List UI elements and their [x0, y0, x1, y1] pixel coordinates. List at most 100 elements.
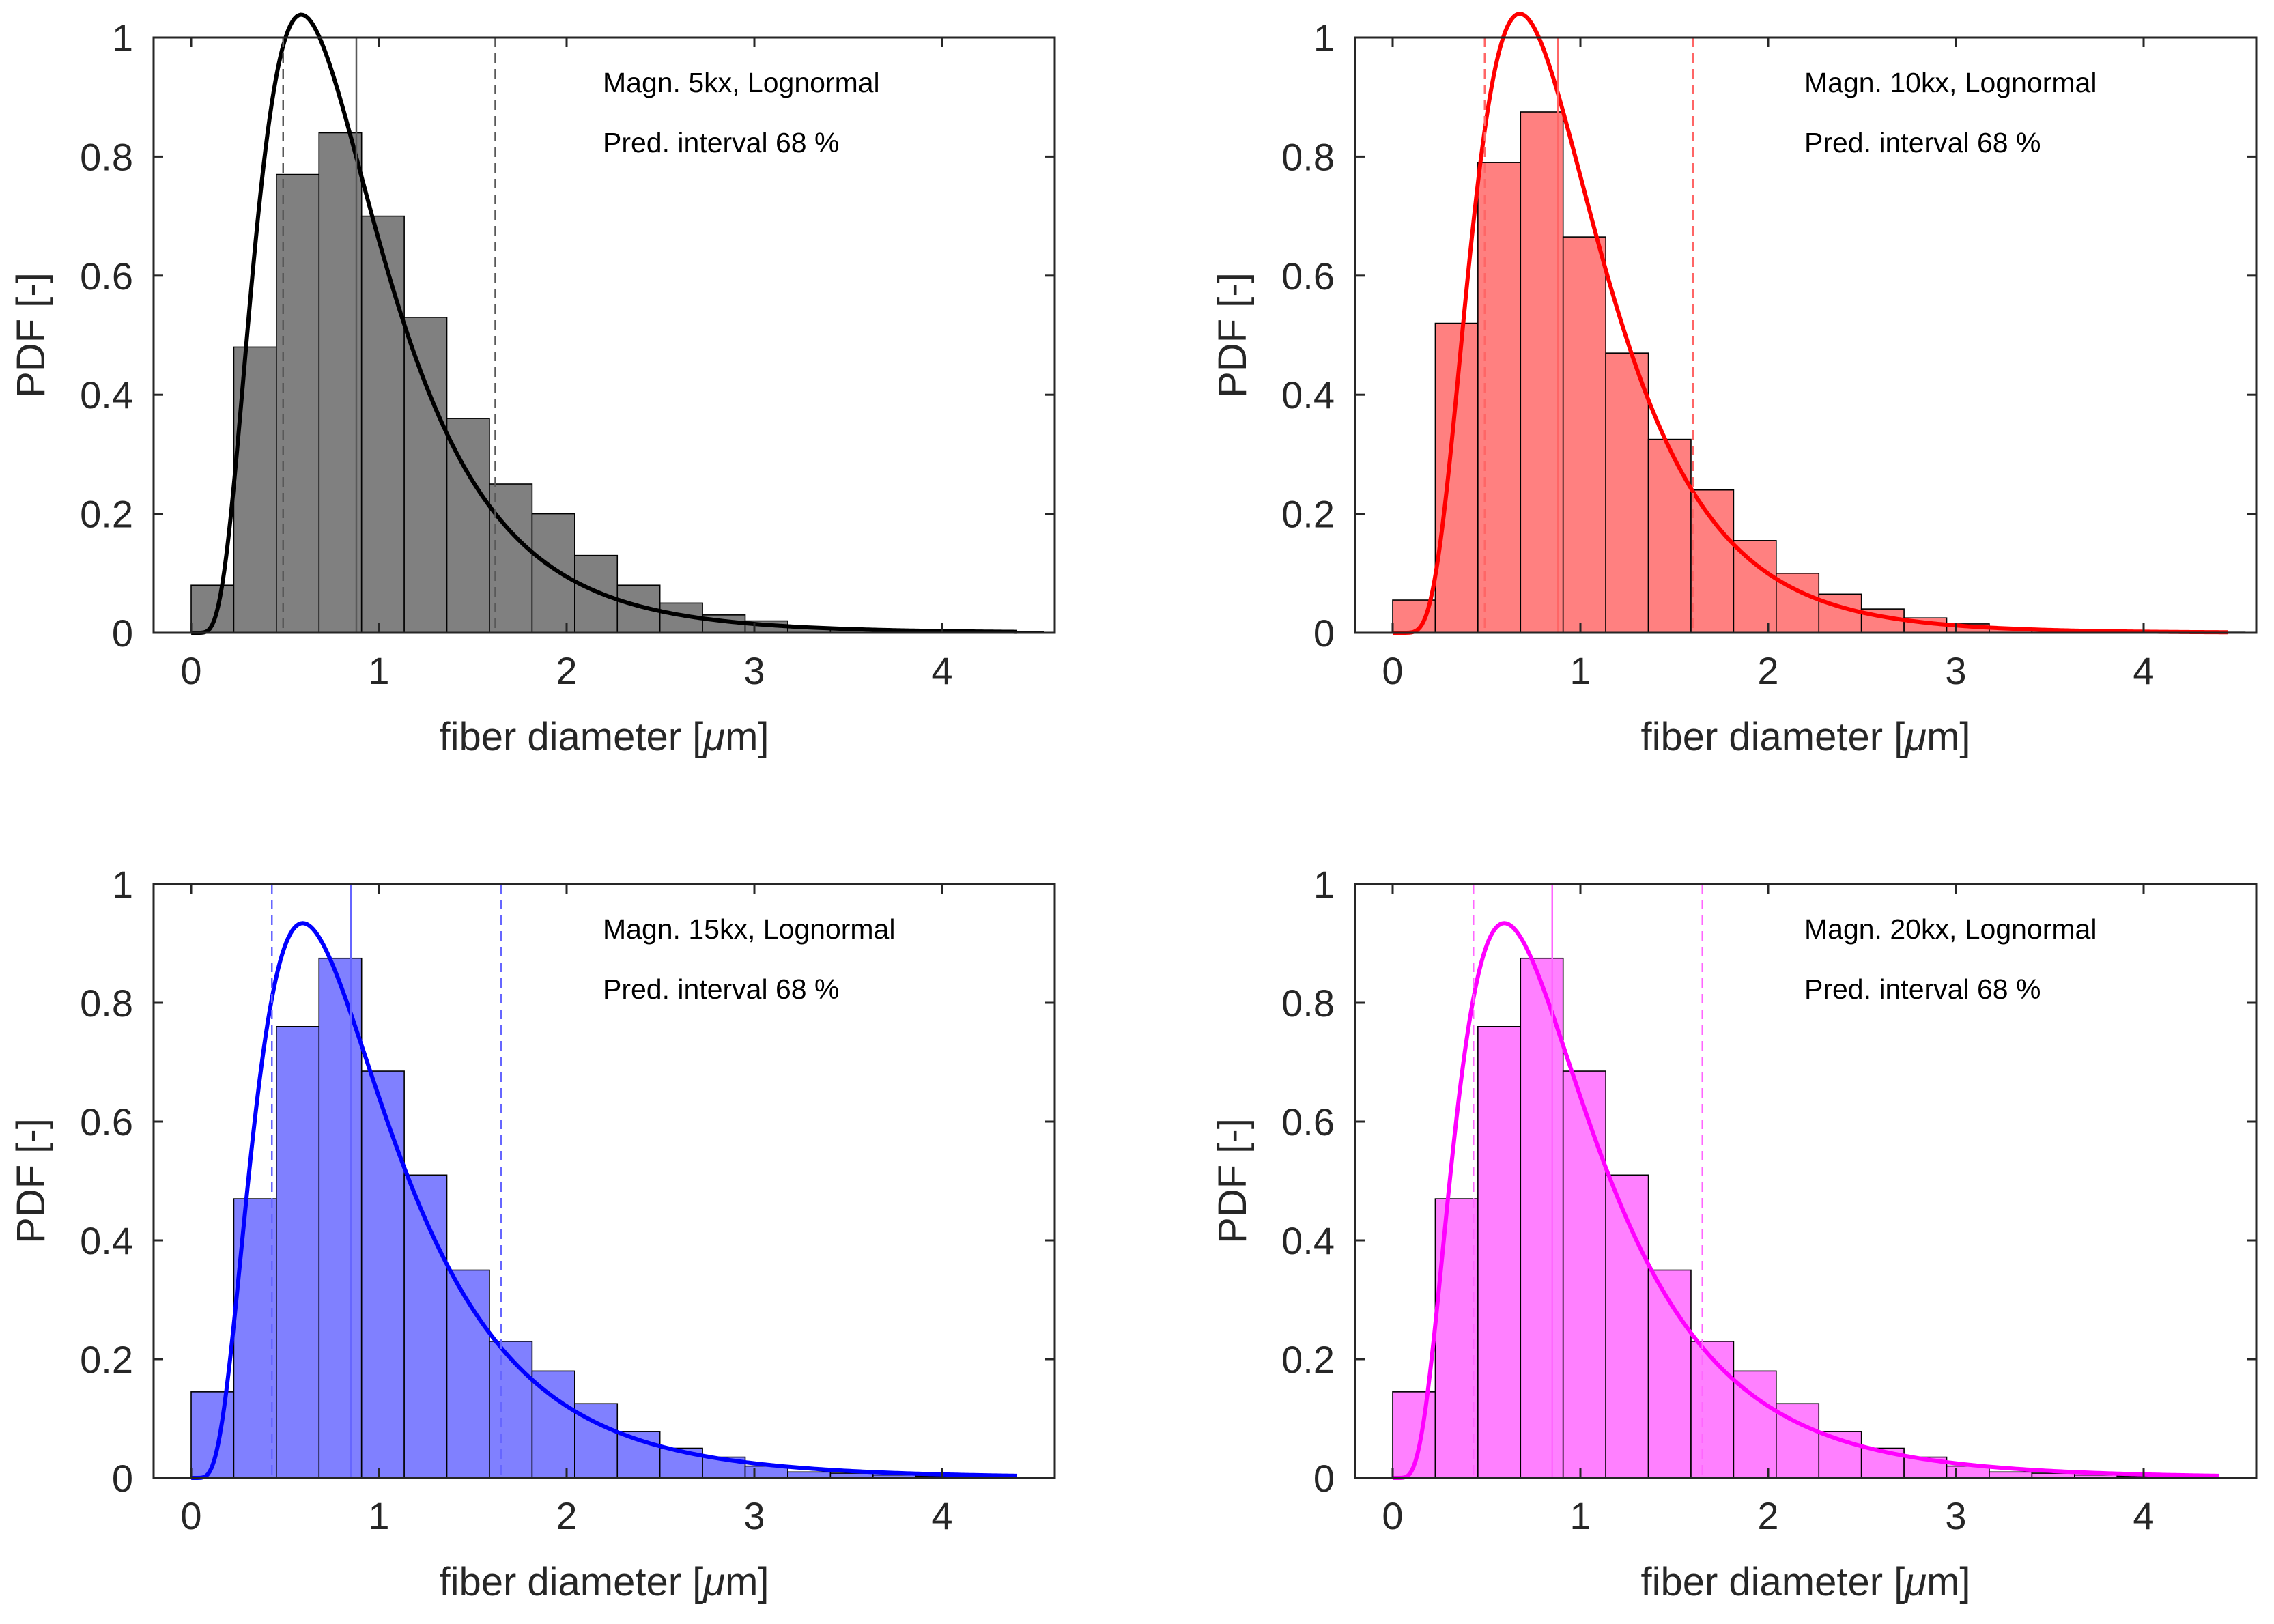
fit-curve [191, 12, 1018, 635]
chart-panel-3: 0 1 2 3 4 0 0.2 0.4 0.6 0.8 1 fiber diameter [μm] PD… [9, 863, 1056, 1604]
x-tick-label: 0 [1382, 649, 1403, 692]
chart-panel-1: 0 1 2 3 4 0 0.2 0.4 0.6 0.8 1 fiber diameter [μm] PD… [9, 12, 1056, 759]
axes-box [1354, 883, 2258, 1479]
histogram-bar [446, 418, 490, 633]
x-axis-label-mu: μ [702, 715, 725, 759]
histogram-bar [1520, 957, 1564, 1479]
x-tick-label: 3 [743, 649, 765, 692]
y-tick-label: 1 [112, 16, 133, 59]
x-tick-label: 4 [931, 649, 952, 692]
x-axis-label-mu: μ [1903, 1560, 1927, 1604]
x-tick-label: 2 [556, 649, 577, 692]
histogram-bar [1477, 162, 1522, 633]
x-axis-label: fiber diameter [μm] [1640, 715, 1970, 759]
y-tick-label: 0.6 [80, 1100, 133, 1143]
histogram-bar [1690, 489, 1735, 633]
histogram-bar [276, 1026, 320, 1479]
y-tick-label: 0 [1313, 1457, 1335, 1500]
histogram-bar [531, 513, 575, 633]
y-tick-label: 0.8 [80, 135, 133, 178]
x-tick-label: 0 [1382, 1494, 1403, 1537]
x-axis-label-unit: m] [725, 1560, 769, 1604]
axes-box [152, 883, 1056, 1479]
histogram-bar [1733, 1370, 1777, 1479]
chart-panel-2: 0 1 2 3 4 0 0.2 0.4 0.6 0.8 1 fiber diameter [μm] PD… [1210, 12, 2258, 759]
histogram-bars [190, 132, 1044, 633]
histogram-bar [318, 957, 363, 1479]
x-axis-label: fiber diameter [μm] [439, 715, 769, 759]
x-tick-label: 3 [1945, 1494, 1966, 1537]
y-axis-label: PDF [-] [1210, 272, 1255, 398]
histogram-bars [190, 957, 1044, 1479]
chart-panel-4: 0 1 2 3 4 0 0.2 0.4 0.6 0.8 1 fiber diameter [μm] PD… [1210, 863, 2258, 1604]
histogram-bar [1690, 1341, 1735, 1479]
y-tick-label: 0.2 [80, 493, 133, 536]
x-axis-label-mu: μ [1903, 715, 1927, 759]
x-tick-label: 1 [1569, 649, 1591, 692]
histogram-bar [360, 215, 405, 633]
x-tick-label: 1 [1569, 1494, 1591, 1537]
x-tick-label: 0 [180, 1494, 201, 1537]
x-axis-label-unit: m] [725, 715, 769, 759]
y-axis-label: PDF [-] [9, 272, 53, 398]
fit-curve [191, 921, 1018, 1480]
annotation-text: Pred. interval 68 % [1804, 127, 2041, 158]
axes-box [152, 36, 1056, 634]
x-axis-label-main: fiber diameter [ [1640, 1560, 1905, 1604]
fit-curve [1393, 921, 2219, 1480]
histogram-bar [233, 346, 277, 633]
x-tick-label: 1 [368, 1494, 389, 1537]
annotation-text: Magn. 5kx, Lognormal [603, 67, 880, 98]
y-tick-label: 0.2 [1281, 1338, 1335, 1381]
y-tick-label: 0.6 [1281, 255, 1335, 298]
x-tick-label: 2 [556, 1494, 577, 1537]
y-tick-label: 0.4 [80, 373, 133, 416]
x-axis-label-main: fiber diameter [ [439, 715, 703, 759]
histogram-bar [1434, 322, 1479, 633]
x-tick-label: 4 [2133, 649, 2154, 692]
x-axis-label: fiber diameter [μm] [1640, 1560, 1970, 1604]
y-tick-label: 0.8 [80, 982, 133, 1025]
histogram-bar [1477, 1026, 1522, 1479]
x-axis-label-unit: m] [1927, 715, 1970, 759]
histogram-bar [531, 1370, 575, 1479]
y-tick-label: 0 [112, 1457, 133, 1500]
histogram-bar [1733, 540, 1777, 633]
y-tick-label: 0 [112, 612, 133, 655]
x-tick-label: 4 [931, 1494, 952, 1537]
y-tick-label: 0.6 [1281, 1100, 1335, 1143]
histogram-bar [318, 132, 363, 633]
x-tick-label: 4 [2133, 1494, 2154, 1537]
x-tick-label: 2 [1757, 649, 1778, 692]
histogram-bar [360, 1070, 405, 1479]
y-tick-label: 0.6 [80, 255, 133, 298]
y-tick-label: 0.2 [80, 1338, 133, 1381]
histogram-bar [1520, 111, 1564, 633]
y-tick-label: 0.2 [1281, 493, 1335, 536]
x-tick-label: 0 [180, 649, 201, 692]
histogram-bar [1605, 352, 1649, 633]
y-tick-label: 0.4 [80, 1219, 133, 1262]
annotation-text: Pred. interval 68 % [603, 973, 839, 1005]
y-tick-label: 0.8 [1281, 982, 1335, 1025]
annotation-text: Magn. 15kx, Lognormal [603, 913, 895, 945]
y-tick-label: 1 [1313, 16, 1335, 59]
x-tick-label: 2 [1757, 1494, 1778, 1537]
histogram-bars [1392, 957, 2246, 1479]
x-axis-label-mu: μ [702, 1560, 725, 1604]
histogram-bar [1647, 438, 1692, 633]
annotation-text: Pred. interval 68 % [1804, 973, 2041, 1005]
y-axis-label: PDF [-] [1210, 1118, 1255, 1244]
annotation-text: Magn. 10kx, Lognormal [1804, 67, 2097, 98]
y-tick-label: 0 [1313, 612, 1335, 655]
histogram-bar [1562, 1070, 1606, 1479]
x-axis-label: fiber diameter [μm] [439, 1560, 769, 1604]
y-axis-label: PDF [-] [9, 1118, 53, 1244]
histogram-bars [1392, 111, 2246, 633]
histogram-bar [403, 317, 448, 633]
histogram-bar [574, 554, 619, 633]
histogram-bar [489, 1341, 533, 1479]
axes-box [1354, 36, 2258, 634]
annotation-text: Magn. 20kx, Lognormal [1804, 913, 2097, 945]
x-axis-label-main: fiber diameter [ [1640, 715, 1905, 759]
